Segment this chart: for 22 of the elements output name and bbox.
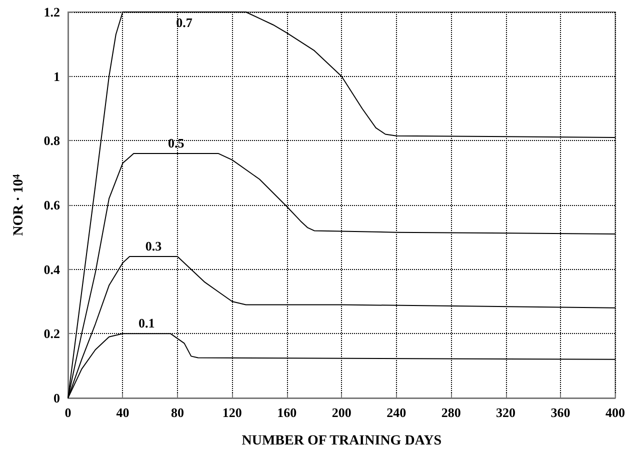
y-tick-label: 0.8: [44, 133, 60, 148]
y-axis-title: NOR · 104: [12, 174, 26, 236]
y-tick-label: 0.6: [44, 198, 60, 212]
x-tick-label: 160: [277, 405, 297, 420]
x-tick-label: 80: [170, 405, 184, 420]
x-tick-label: 360: [550, 405, 570, 420]
y-tick-label: 0: [54, 390, 60, 406]
x-tick-label: 0: [64, 405, 72, 420]
x-axis-title: NUMBER OF TRAINING DAYS: [242, 434, 442, 448]
series-label: 0.1: [138, 316, 155, 331]
x-tick-label: 240: [386, 405, 406, 420]
x-tick-label: 280: [441, 405, 461, 420]
x-tick-label: 40: [116, 405, 130, 420]
x-tick-label: 200: [332, 405, 352, 420]
y-tick-label: 1: [54, 68, 60, 84]
series-label: 0.3: [145, 238, 162, 254]
y-tick-label: 1.2: [44, 4, 60, 20]
y-tick-label: 0.4: [44, 262, 60, 277]
x-tick-label: 120: [222, 405, 242, 420]
y-tick-label: 0.2: [44, 326, 60, 342]
x-tick-label: 400: [606, 405, 625, 420]
x-tick-label: 320: [496, 405, 516, 420]
